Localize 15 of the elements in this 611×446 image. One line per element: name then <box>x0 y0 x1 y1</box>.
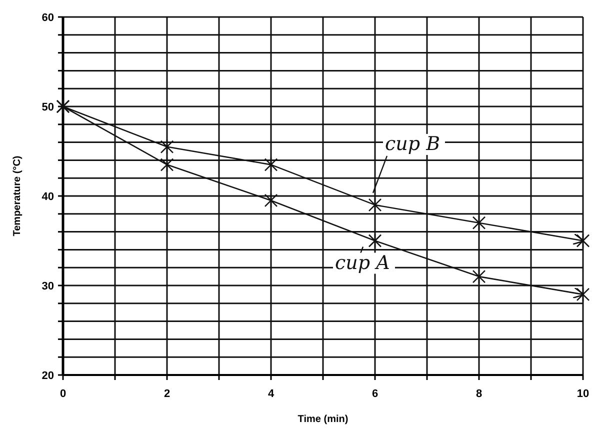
y-tick-label: 50 <box>42 102 54 114</box>
x-axis-title: Time (min) <box>298 414 348 425</box>
x-tick-label: 4 <box>268 388 275 400</box>
x-tick-label: 10 <box>576 388 590 400</box>
y-tick-label: 30 <box>42 280 54 292</box>
y-axis-title: Temperature (°C) <box>12 156 23 236</box>
x-tick-label: 2 <box>164 388 170 400</box>
x-tick-label: 6 <box>372 388 378 400</box>
text: cup B <box>385 132 440 155</box>
y-tick-label: 60 <box>42 12 54 24</box>
y-tick-label: 40 <box>42 191 54 203</box>
x-tick-label: 0 <box>60 388 66 400</box>
y-tick-label: 20 <box>42 370 54 382</box>
x-tick-label: 8 <box>476 388 482 400</box>
legend-label: cup A <box>335 252 390 274</box>
